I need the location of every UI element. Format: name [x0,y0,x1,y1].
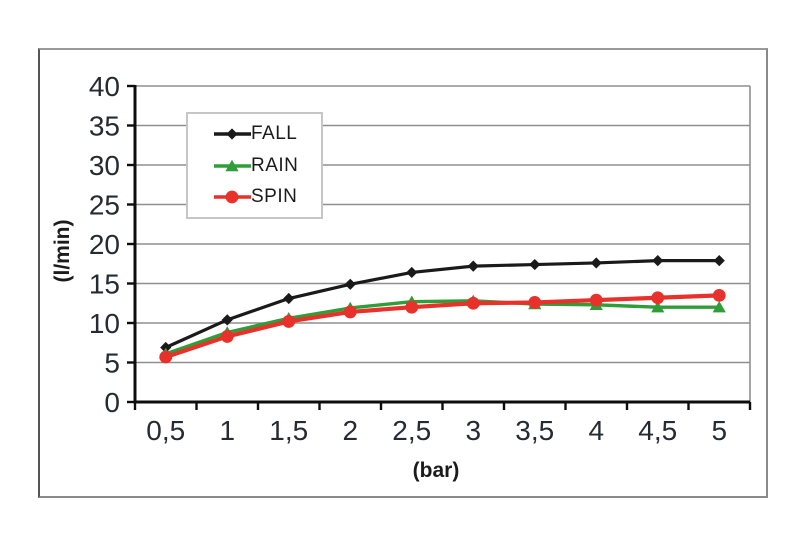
y-tick-label: 40 [89,71,120,102]
x-tick-label: 3,5 [515,415,554,446]
x-tick-label: 1 [219,415,235,446]
y-tick-label: 5 [104,348,120,379]
data-point-marker [467,260,479,272]
data-point-marker [282,315,296,328]
series-fall [160,254,725,354]
data-point-marker [221,314,233,326]
x-tick-label: 4,5 [638,415,677,446]
data-point-marker [283,292,295,305]
x-tick-label: 2 [342,415,358,446]
x-tick-label: 4 [588,415,604,446]
legend-label-rain: RAIN [251,154,299,176]
rain-series-marker-icon [214,159,251,171]
data-point-marker [652,254,664,267]
legend-item-fall: FALL [214,123,321,145]
y-axis-title: (l/min) [51,219,74,283]
x-axis-title: (bar) [412,459,460,482]
legend-item-spin: SPIN [214,186,321,208]
data-point-marker [344,278,356,290]
legend: FALL RAIN SPIN [186,112,323,219]
data-point-marker [590,257,602,269]
data-point-marker [159,350,173,364]
fall-series-marker-icon [214,128,251,140]
y-tick-label: 20 [89,229,120,260]
data-point-marker [406,266,418,279]
data-point-marker [712,288,726,302]
data-point-marker [529,258,541,271]
data-point-marker [713,254,725,267]
data-point-marker [225,159,239,171]
data-point-marker [405,300,419,314]
data-point-marker [589,293,603,307]
series-line-spin [165,293,720,359]
y-tick-label: 0 [104,387,120,418]
y-tick-label: 25 [89,190,120,221]
series-line-rain [165,299,720,356]
legend-label-fall: FALL [251,123,298,145]
data-point-marker [226,128,238,140]
data-point-marker [528,296,542,309]
data-point-marker [160,341,172,354]
data-point-marker [343,305,357,319]
spin-series-marker-icon [214,190,251,204]
y-tick-label: 30 [89,150,120,181]
data-point-marker [220,330,234,343]
data-point-marker [651,301,665,313]
data-point-marker [712,301,726,313]
y-tick-label: 10 [89,308,120,339]
x-tick-label: 1,5 [269,415,308,446]
series-line-fall [165,258,720,349]
series-spin [159,288,726,364]
y-tick-label: 15 [89,269,120,300]
x-tick-label: 0,5 [146,415,185,446]
x-tick-label: 3 [465,415,481,446]
x-tick-label: 5 [711,415,727,446]
legend-label-spin: SPIN [251,185,298,207]
y-tick-label: 35 [89,111,120,142]
data-point-marker [466,296,480,310]
legend-item-rain: RAIN [214,155,321,177]
data-point-marker [651,291,665,305]
x-tick-label: 2,5 [392,415,431,446]
data-point-marker [225,190,239,204]
